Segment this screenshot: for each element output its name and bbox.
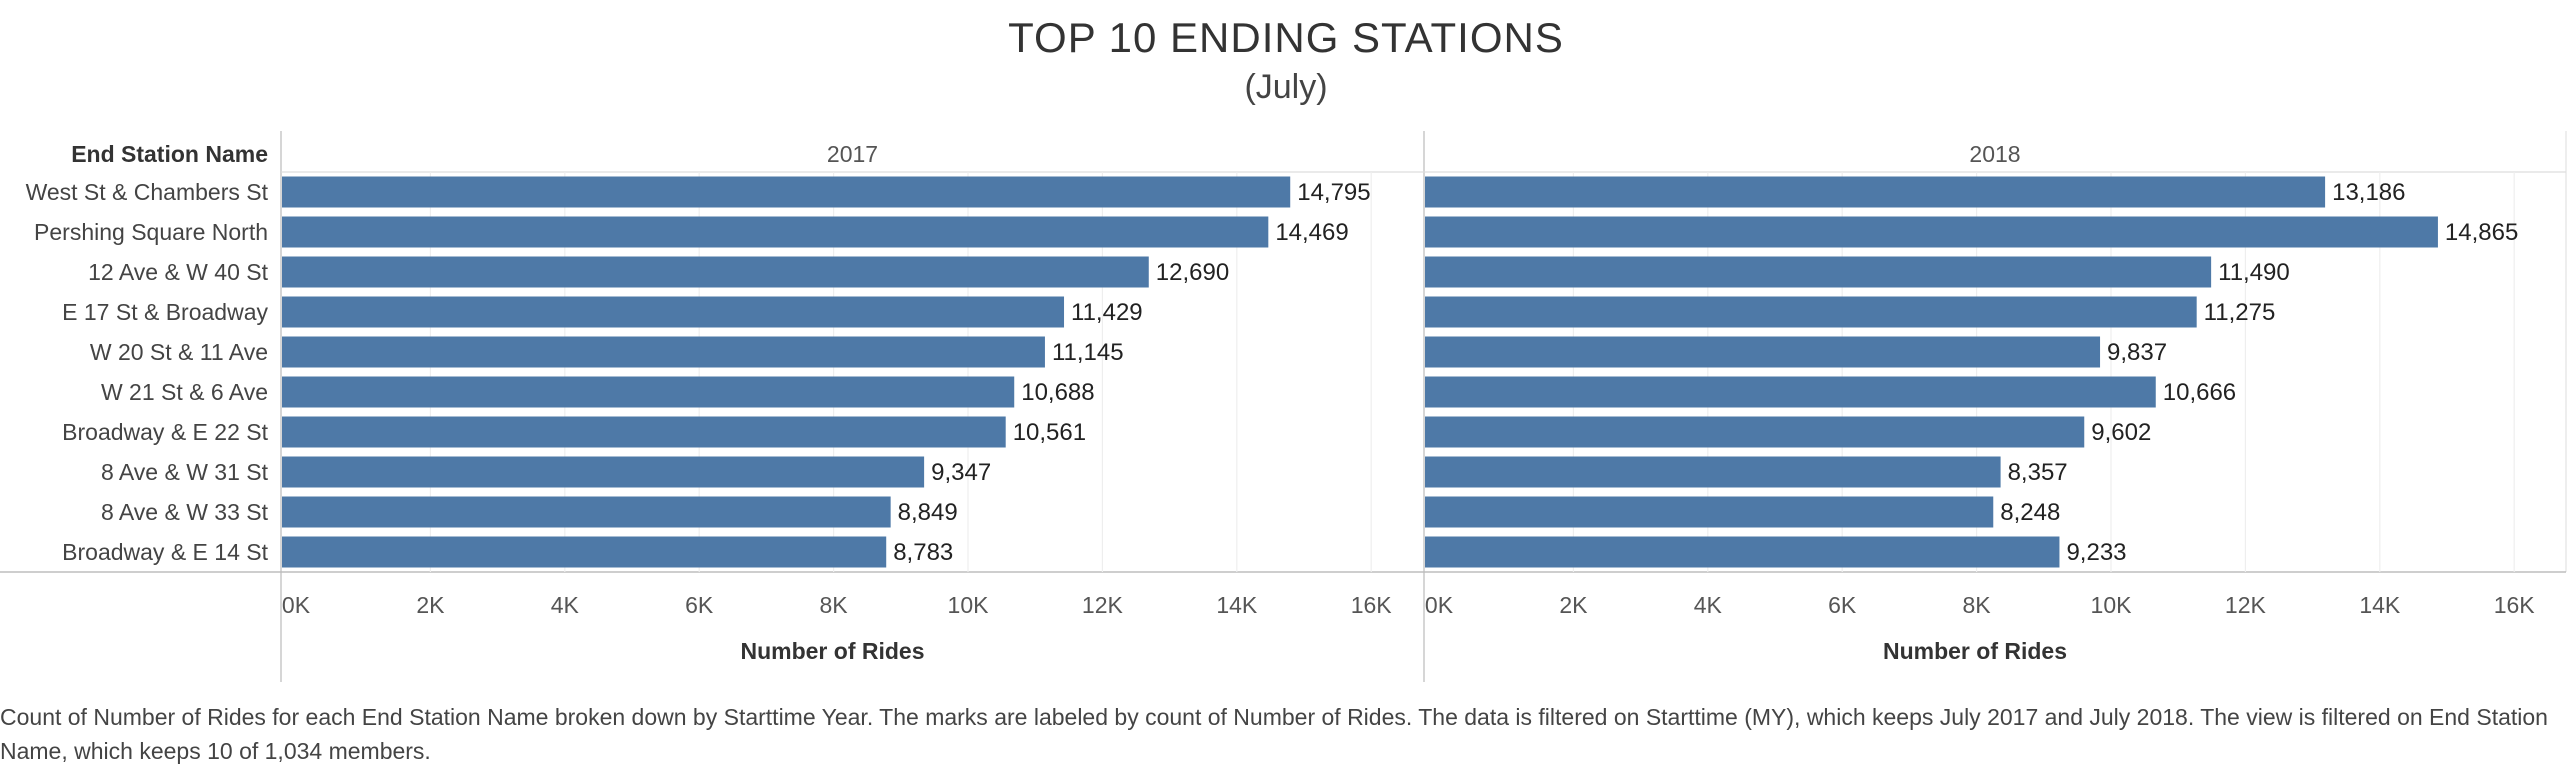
data-label: 13,186 xyxy=(2332,179,2405,206)
chart-caption: Count of Number of Rides for each End St… xyxy=(0,704,2548,764)
data-label: 10,561 xyxy=(1013,419,1086,446)
category-label: W 21 St & 6 Ave xyxy=(101,379,268,405)
x-tick-label: 12K xyxy=(1082,592,1124,618)
bar xyxy=(282,296,1065,328)
bar xyxy=(1425,216,2438,248)
bar xyxy=(282,376,1015,408)
data-label: 14,469 xyxy=(1275,219,1348,246)
series-header-2017: 2017 xyxy=(827,141,878,167)
category-label: Broadway & E 22 St xyxy=(62,419,268,445)
x-tick-label: 14K xyxy=(2359,592,2401,618)
data-label: 8,248 xyxy=(2000,499,2060,526)
bar xyxy=(282,536,887,568)
bar xyxy=(1425,376,2156,408)
bar xyxy=(282,176,1291,208)
data-label: 11,275 xyxy=(2204,299,2276,326)
x-axis-title: Number of Rides xyxy=(740,638,924,664)
data-label: 9,347 xyxy=(931,459,991,486)
data-label: 9,837 xyxy=(2107,339,2167,366)
category-label: 8 Ave & W 31 St xyxy=(101,459,269,485)
x-tick-label: 12K xyxy=(2225,592,2267,618)
bar xyxy=(282,416,1006,448)
x-tick-label: 8K xyxy=(1963,592,1992,618)
bar xyxy=(1425,456,2001,488)
data-label: 14,865 xyxy=(2445,219,2518,246)
bar xyxy=(1425,496,1994,528)
bar xyxy=(1425,176,2326,208)
x-tick-label: 16K xyxy=(1351,592,1393,618)
series-header-2018: 2018 xyxy=(1969,141,2020,167)
row-header-label: End Station Name xyxy=(71,141,268,167)
data-label: 11,145 xyxy=(1052,339,1124,366)
x-tick-label: 6K xyxy=(1828,592,1857,618)
x-tick-label: 2K xyxy=(1559,592,1588,618)
data-label: 12,690 xyxy=(1156,259,1229,286)
bar xyxy=(282,256,1149,288)
bar xyxy=(1425,536,2060,568)
chart-title: TOP 10 ENDING STATIONS xyxy=(1008,14,1564,61)
data-label: 8,783 xyxy=(893,539,953,566)
category-label: 12 Ave & W 40 St xyxy=(88,259,268,285)
data-label: 9,602 xyxy=(2091,419,2151,446)
x-tick-label: 0K xyxy=(282,592,311,618)
bar xyxy=(282,496,891,528)
data-label: 10,666 xyxy=(2163,379,2236,406)
data-label: 8,849 xyxy=(898,499,958,526)
bar xyxy=(282,456,925,488)
data-label: 11,429 xyxy=(1071,299,1143,326)
bar xyxy=(1425,416,2085,448)
category-label: E 17 St & Broadway xyxy=(62,299,268,325)
x-tick-label: 4K xyxy=(1694,592,1723,618)
category-label: W 20 St & 11 Ave xyxy=(90,339,268,365)
chart-subtitle: (July) xyxy=(1244,68,1328,106)
bar xyxy=(1425,296,2197,328)
x-tick-label: 8K xyxy=(820,592,849,618)
bar xyxy=(282,336,1045,368)
x-tick-label: 10K xyxy=(948,592,990,618)
x-axis-title: Number of Rides xyxy=(1883,638,2067,664)
data-label: 8,357 xyxy=(2008,459,2068,486)
data-label: 9,233 xyxy=(2066,539,2126,566)
x-tick-label: 14K xyxy=(1216,592,1258,618)
x-tick-label: 16K xyxy=(2494,592,2536,618)
x-tick-label: 0K xyxy=(1425,592,1454,618)
bar xyxy=(1425,336,2101,368)
data-label: 14,795 xyxy=(1297,179,1370,206)
x-tick-label: 6K xyxy=(685,592,714,618)
x-tick-label: 4K xyxy=(551,592,580,618)
bar xyxy=(1425,256,2212,288)
category-label: West St & Chambers St xyxy=(26,179,269,205)
category-label: Pershing Square North xyxy=(34,219,268,245)
bar xyxy=(282,216,1269,248)
bar-chart: End Station Name West St & Chambers St Per… xyxy=(0,131,2567,682)
category-label: 8 Ave & W 33 St xyxy=(101,499,269,525)
x-tick-label: 2K xyxy=(416,592,445,618)
data-label: 10,688 xyxy=(1021,379,1094,406)
data-label: 11,490 xyxy=(2218,259,2290,286)
category-label: Broadway & E 14 St xyxy=(62,539,268,565)
x-tick-label: 10K xyxy=(2091,592,2133,618)
